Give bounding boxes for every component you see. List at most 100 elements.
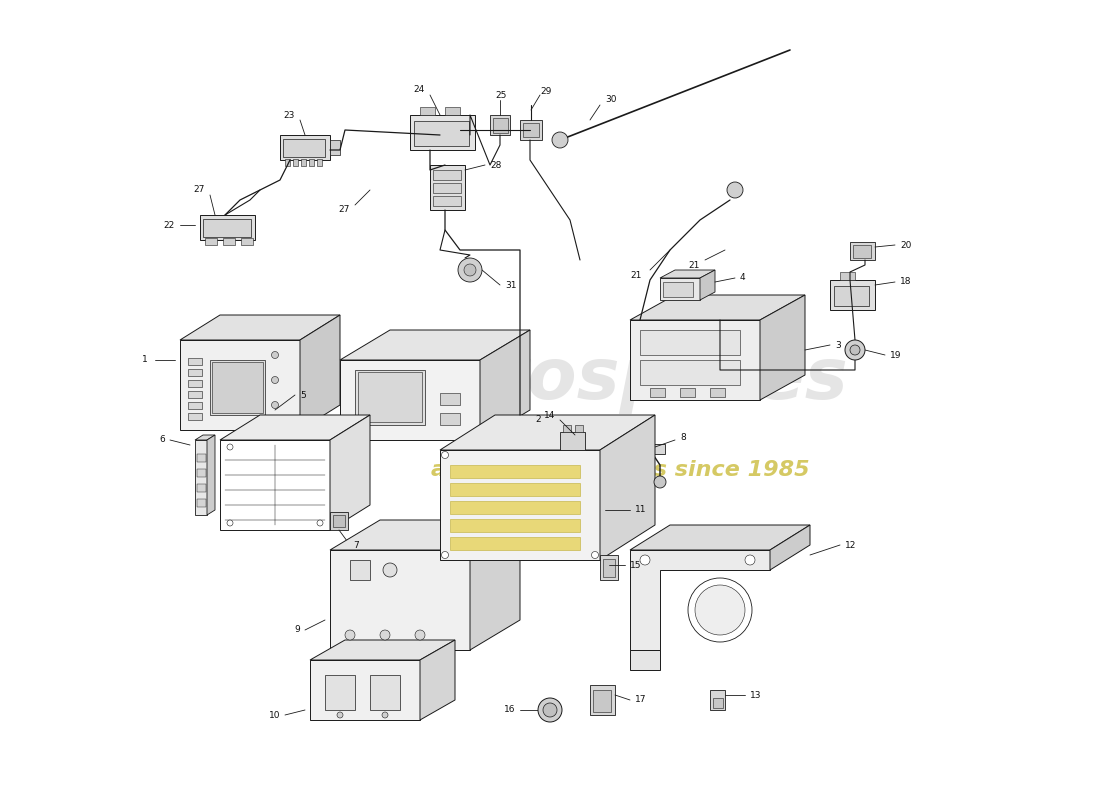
Bar	[834, 286, 869, 306]
Circle shape	[227, 444, 233, 450]
Text: 21: 21	[630, 270, 642, 279]
Bar	[710, 690, 725, 710]
Bar	[241, 238, 253, 245]
Bar	[446, 107, 460, 115]
Bar	[301, 159, 306, 166]
Bar	[430, 165, 465, 210]
Text: 2: 2	[535, 415, 540, 425]
Circle shape	[272, 402, 278, 409]
Text: 20: 20	[900, 241, 912, 250]
Bar	[450, 501, 580, 514]
Polygon shape	[420, 640, 455, 720]
Bar	[285, 159, 290, 166]
Circle shape	[727, 182, 742, 198]
Text: 25: 25	[495, 90, 506, 99]
Text: 17: 17	[635, 695, 647, 705]
Polygon shape	[770, 525, 810, 570]
Text: a passion for parts since 1985: a passion for parts since 1985	[431, 460, 810, 480]
Bar	[640, 330, 740, 355]
Bar	[450, 537, 580, 550]
Polygon shape	[700, 270, 715, 300]
Text: 8: 8	[680, 434, 685, 442]
Polygon shape	[300, 315, 340, 430]
Text: 9: 9	[295, 626, 300, 634]
Circle shape	[441, 451, 449, 458]
Circle shape	[272, 351, 278, 358]
Polygon shape	[630, 650, 660, 670]
Polygon shape	[310, 660, 420, 720]
Text: 11: 11	[635, 506, 647, 514]
Bar	[210, 360, 265, 415]
Bar	[593, 690, 611, 712]
Bar	[493, 118, 507, 133]
Bar	[324, 675, 355, 710]
Bar	[280, 135, 330, 160]
Circle shape	[317, 520, 323, 526]
Polygon shape	[630, 320, 760, 400]
Text: 13: 13	[750, 690, 761, 699]
Polygon shape	[340, 360, 480, 440]
Bar	[420, 107, 434, 115]
Bar	[317, 159, 322, 166]
Polygon shape	[330, 550, 470, 650]
Bar	[197, 469, 206, 477]
Circle shape	[382, 712, 388, 718]
Bar	[713, 698, 723, 707]
Polygon shape	[310, 640, 455, 660]
Polygon shape	[207, 435, 215, 515]
Bar	[433, 170, 461, 180]
Text: 12: 12	[845, 541, 857, 550]
Polygon shape	[180, 340, 300, 430]
Bar	[852, 246, 870, 258]
Text: eurospares: eurospares	[392, 346, 848, 414]
Bar	[188, 358, 202, 365]
Polygon shape	[180, 315, 340, 340]
Bar	[197, 484, 206, 492]
Circle shape	[227, 520, 233, 526]
Bar	[204, 219, 251, 237]
Bar	[680, 388, 695, 397]
Circle shape	[745, 555, 755, 565]
Polygon shape	[630, 550, 770, 650]
Bar	[640, 360, 740, 385]
Circle shape	[272, 377, 278, 383]
Text: 4: 4	[740, 274, 746, 282]
Polygon shape	[195, 440, 207, 515]
Text: 7: 7	[353, 541, 359, 550]
Circle shape	[464, 264, 476, 276]
Text: 15: 15	[630, 561, 641, 570]
Polygon shape	[440, 450, 600, 560]
Polygon shape	[470, 520, 520, 650]
Bar	[188, 402, 202, 409]
Polygon shape	[195, 435, 214, 440]
Polygon shape	[480, 330, 530, 440]
Bar	[223, 238, 235, 245]
Text: 1: 1	[142, 355, 148, 365]
Bar	[663, 282, 693, 297]
Bar	[330, 512, 348, 530]
Bar	[560, 432, 585, 450]
Bar	[188, 369, 202, 376]
Bar	[645, 444, 665, 454]
Polygon shape	[220, 415, 370, 440]
Bar	[840, 272, 855, 280]
Circle shape	[592, 551, 598, 558]
Bar	[188, 391, 202, 398]
Bar	[600, 555, 618, 580]
Text: 10: 10	[268, 710, 280, 719]
Text: 27: 27	[339, 206, 350, 214]
Bar	[440, 393, 460, 405]
Circle shape	[337, 712, 343, 718]
Circle shape	[543, 703, 557, 717]
Bar	[522, 123, 539, 137]
Circle shape	[441, 551, 449, 558]
Polygon shape	[600, 415, 654, 560]
Bar	[563, 425, 571, 432]
Bar	[355, 370, 425, 425]
Text: 6: 6	[160, 435, 165, 445]
Text: 19: 19	[890, 350, 902, 359]
Bar	[330, 140, 340, 155]
Bar	[520, 120, 542, 140]
Bar	[450, 465, 580, 478]
Bar	[433, 183, 461, 193]
